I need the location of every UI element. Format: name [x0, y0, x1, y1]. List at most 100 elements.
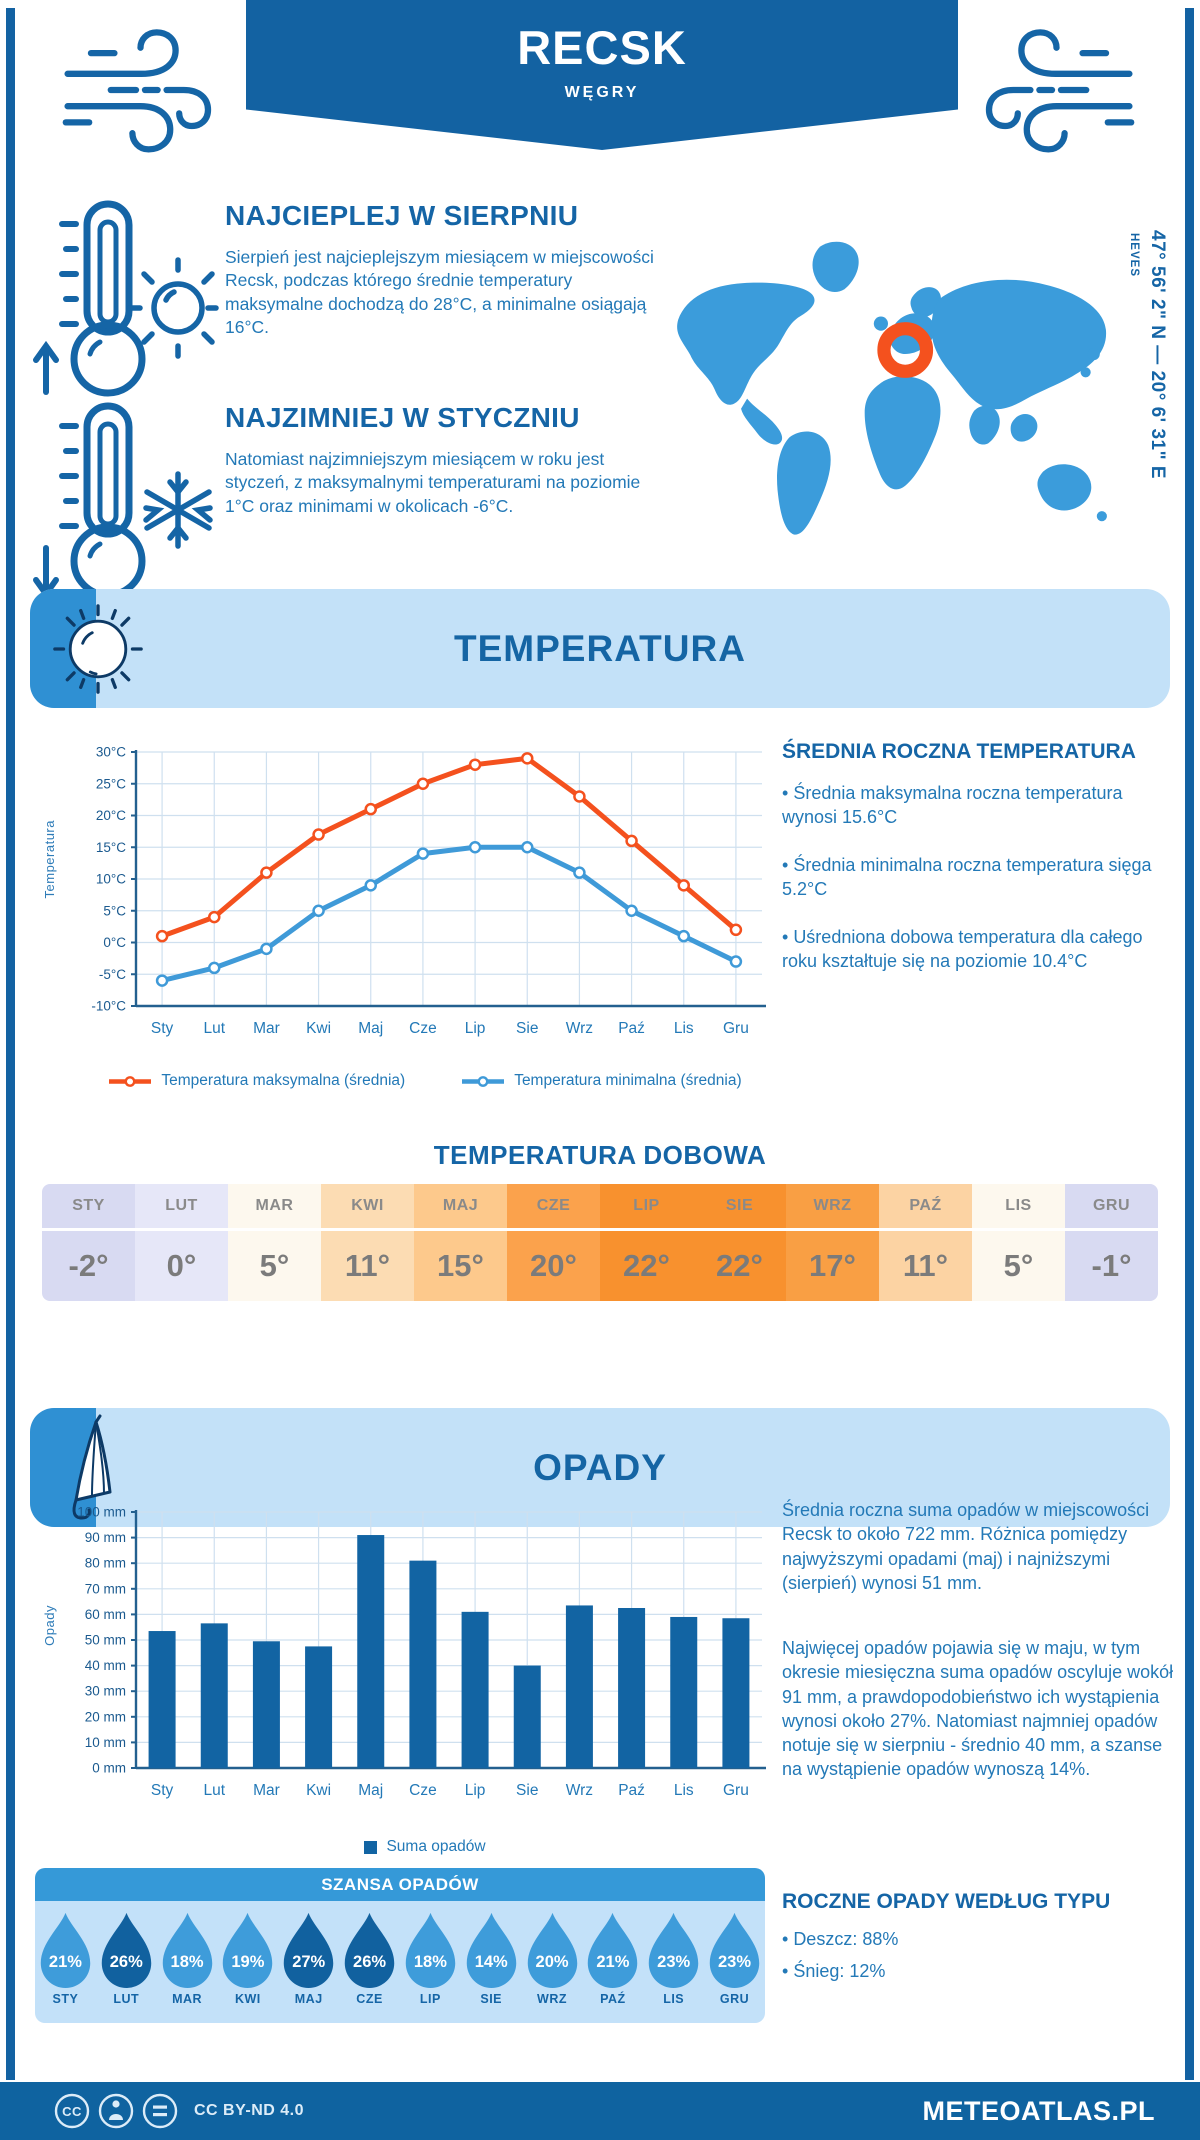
data-point: [729, 923, 743, 937]
legend-label: Temperatura maksymalna (średnia): [161, 1072, 406, 1089]
water-drop-icon: [466, 1912, 516, 1988]
precip-chance-item: 23% LIS: [645, 1911, 702, 2006]
x-tick-label: Gru: [723, 1782, 749, 1799]
temperature-section-title: TEMPERATURA: [454, 627, 746, 669]
bar: [252, 1641, 280, 1768]
footer-bar: CC CC BY-ND 4.0 METEOATLAS.PL: [0, 2082, 1200, 2140]
water-drop-icon: [283, 1912, 334, 1988]
wind-icon: [62, 29, 212, 153]
chance-month: SIE: [480, 1992, 503, 2006]
world-map: [677, 241, 1107, 535]
daily-temp-value: 17°: [786, 1231, 879, 1301]
data-point: [573, 866, 586, 879]
data-point: [625, 834, 638, 848]
y-tick-label: 70 mm: [85, 1581, 126, 1596]
license-block: CC CC BY-ND 4.0: [52, 2091, 304, 2131]
daily-temp-value: -2°: [42, 1231, 135, 1301]
data-point: [260, 866, 273, 879]
annual-temp-heading: ŚREDNIA ROCZNA TEMPERATURA: [782, 740, 1136, 763]
x-tick-label: Gru: [723, 1020, 749, 1037]
chance-percent: 26%: [109, 1953, 143, 1971]
bar: [200, 1623, 228, 1768]
precip-type-snow: Śnieg: 12%: [782, 1960, 1180, 1984]
precip-paragraph-1: Średnia roczna suma opadów w miejscowośc…: [782, 1500, 1150, 1593]
water-drop-icon: 20%: [526, 1911, 579, 1989]
data-point: [468, 841, 482, 854]
y-tick-label: -5°C: [99, 967, 126, 982]
page-title: RECSK: [517, 21, 687, 74]
data-point: [260, 942, 273, 956]
annual-temp-bullets: Średnia maksymalna roczna temperatura wy…: [782, 782, 1180, 998]
chance-percent: 18%: [170, 1953, 204, 1971]
chance-month: MAR: [172, 1992, 203, 2006]
x-tick-label: Lut: [203, 1020, 225, 1037]
data-point: [625, 904, 638, 917]
x-tick-label: Lip: [465, 1020, 486, 1037]
daily-month-header: CZE: [507, 1184, 600, 1228]
y-tick-label: 20°C: [96, 808, 126, 823]
water-drop-icon: [405, 1912, 456, 1988]
bar: [565, 1605, 593, 1768]
drop-shape: [344, 1912, 395, 1988]
precip-chance-item: 23% GRU: [706, 1911, 763, 2006]
bar: [670, 1616, 698, 1768]
water-drop-icon: 21%: [586, 1911, 639, 1989]
drop-shape: [405, 1912, 456, 1988]
water-drop-icon: [709, 1912, 760, 1988]
x-tick-label: Sie: [516, 1020, 538, 1037]
bar: [513, 1665, 541, 1768]
water-drop-icon: [344, 1912, 395, 1988]
region-label: HEVES: [1128, 233, 1140, 277]
water-drop-icon: 18%: [404, 1911, 457, 1989]
chance-percent: 27%: [292, 1953, 326, 1971]
drop-shape: [588, 1912, 638, 1988]
snowflake-icon: [143, 471, 213, 549]
daily-temp-title: TEMPERATURA DOBOWA: [433, 1140, 767, 1170]
daily-temp-value: 11°: [879, 1231, 972, 1301]
umbrella-icon: [72, 1414, 112, 1520]
annual-bullet: Uśredniona dobowa temperatura dla całego…: [782, 926, 1180, 974]
data-point: [364, 879, 377, 892]
line-series: [159, 755, 739, 939]
data-point: [729, 955, 743, 968]
y-tick-label: 25°C: [96, 776, 126, 791]
precip-chance-item: 26% CZE: [341, 1911, 398, 2006]
chance-month: LIP: [419, 1992, 441, 2006]
daily-month-header: MAR: [228, 1184, 321, 1228]
drop-shape: [162, 1912, 212, 1988]
data-point: [677, 879, 690, 892]
precip-types-bullets: Deszcz: 88% Śnieg: 12%: [782, 1928, 1180, 2008]
chance-percent: 21%: [48, 1953, 82, 1971]
x-tick-label: Cze: [409, 1782, 437, 1799]
x-tick-label: Wrz: [566, 1782, 593, 1799]
thermometer-snowflake-icon: [33, 402, 213, 600]
water-drop-icon: 21%: [39, 1911, 92, 1989]
precip-chart-ylabel: Opady: [42, 1605, 57, 1646]
temperature-line-chart: -10°C -5°C 0°C 5°C 10°C 15°C 20°C 25°C 30°C Sty Lu…: [91, 745, 766, 1037]
legend-square-swatch: [364, 1840, 378, 1854]
location-marker: [877, 322, 934, 378]
daily-temp-value: 0°: [135, 1231, 228, 1301]
precip-chart-legend: Suma opadów: [85, 1838, 765, 1856]
right-edge-stripe: [1185, 8, 1194, 2080]
chance-month: LIS: [663, 1992, 685, 2006]
temperature-section-banner: TEMPERATURA: [30, 589, 1170, 708]
data-point: [364, 802, 377, 816]
water-drop-icon: 23%: [708, 1911, 761, 1989]
daily-month-header: LIP: [600, 1184, 693, 1228]
chance-month: CZE: [356, 1992, 383, 2006]
y-tick-label: 15°C: [96, 840, 126, 855]
site-name: METEOATLAS.PL: [922, 2095, 1155, 2126]
y-tick-label: 0°C: [103, 935, 126, 950]
legend-item-max: Temperatura maksymalna (średnia): [108, 1072, 405, 1090]
country-subtitle: WĘGRY: [564, 84, 640, 101]
coordinates-label: 47° 56' 2" N — 20° 6' 31" E: [1147, 230, 1168, 480]
daily-temp-value: 11°: [321, 1231, 414, 1301]
chance-month: MAJ: [294, 1992, 323, 2006]
precip-chance-item: 26% LUT: [98, 1911, 155, 2006]
data-point: [521, 752, 534, 765]
y-tick-label: 50 mm: [85, 1633, 126, 1648]
legend-label: Temperatura minimalna (średnia): [514, 1072, 742, 1089]
daily-month-header: SIE: [693, 1184, 786, 1228]
bar: [357, 1535, 385, 1768]
